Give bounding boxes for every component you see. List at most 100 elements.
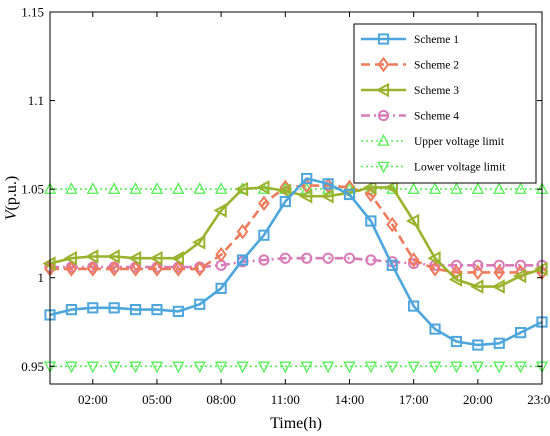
data-point bbox=[150, 361, 164, 374]
data-point bbox=[65, 182, 78, 194]
x-tick-label: 11:00 bbox=[271, 392, 300, 407]
legend-entry: Upper voltage limit bbox=[361, 134, 505, 148]
data-point bbox=[514, 361, 527, 374]
data-point bbox=[386, 259, 398, 271]
data-point bbox=[343, 361, 356, 374]
legend-marker bbox=[375, 82, 390, 98]
data-point bbox=[448, 272, 463, 287]
data-point bbox=[193, 361, 206, 374]
data-point bbox=[172, 305, 184, 317]
data-point bbox=[107, 361, 121, 374]
data-point bbox=[108, 302, 120, 314]
legend-label: Scheme 2 bbox=[414, 60, 459, 72]
data-point bbox=[63, 250, 77, 266]
data-point bbox=[214, 361, 228, 374]
y-tick-label: 1 bbox=[38, 270, 45, 285]
data-point bbox=[236, 223, 249, 240]
data-point bbox=[450, 259, 463, 271]
data-point bbox=[491, 279, 505, 294]
data-point bbox=[215, 282, 227, 294]
plot-frame bbox=[49, 11, 543, 385]
data-point bbox=[450, 335, 463, 348]
data-point bbox=[65, 361, 78, 374]
x-tick-label: 08:00 bbox=[206, 392, 236, 407]
x-tick-label: 17:00 bbox=[399, 392, 429, 407]
data-point bbox=[450, 182, 463, 194]
x-axis: 02:00 05:00 08:00 11:00 14:00 17:00 20:00 23:00 bbox=[78, 12, 550, 407]
data-point bbox=[320, 188, 334, 204]
y-axis: 0.95 1 1.05 1.1 1.15 bbox=[21, 5, 542, 374]
data-point bbox=[193, 182, 206, 194]
data-point bbox=[193, 261, 206, 277]
legend: Scheme 1 Scheme 2 Scheme 3 Scheme 4 Upper vo… bbox=[353, 23, 537, 184]
data-point bbox=[279, 252, 291, 264]
y-tick-label: 1.1 bbox=[28, 93, 44, 108]
data-point bbox=[471, 264, 484, 281]
data-point bbox=[405, 213, 420, 229]
data-point bbox=[172, 261, 185, 277]
data-point bbox=[127, 250, 142, 266]
data-point bbox=[428, 361, 442, 374]
data-point bbox=[236, 361, 249, 374]
y-axis-title-unit: (p.u.) bbox=[3, 176, 20, 211]
data-point bbox=[129, 361, 142, 374]
y-tick-label: 1.15 bbox=[21, 5, 44, 20]
y-tick-label: 0.95 bbox=[21, 359, 44, 374]
series-5 bbox=[43, 361, 549, 374]
x-tick-label: 02:00 bbox=[78, 392, 108, 407]
data-point bbox=[493, 264, 506, 281]
data-point bbox=[301, 252, 313, 264]
legend-box bbox=[353, 23, 537, 184]
data-point bbox=[150, 182, 164, 194]
x-tick-label: 05:00 bbox=[142, 392, 172, 407]
data-point bbox=[129, 304, 142, 316]
y-axis-title: V(p.u.) bbox=[3, 176, 20, 220]
data-point bbox=[363, 180, 377, 195]
legend-entry: Scheme 3 bbox=[361, 82, 459, 98]
data-point bbox=[514, 182, 527, 194]
data-point bbox=[129, 261, 142, 277]
x-tick-label: 20:00 bbox=[463, 392, 493, 407]
legend-label: Lower voltage limit bbox=[414, 162, 506, 174]
data-point bbox=[407, 252, 420, 268]
data-point bbox=[108, 261, 121, 277]
data-point bbox=[215, 246, 227, 263]
data-point bbox=[472, 339, 484, 351]
legend-label: Scheme 1 bbox=[414, 34, 459, 46]
data-point bbox=[65, 304, 77, 316]
data-point bbox=[408, 300, 420, 312]
legend-label: Upper voltage limit bbox=[414, 136, 505, 148]
data-point bbox=[279, 361, 292, 374]
data-point bbox=[236, 254, 249, 266]
series-line bbox=[49, 177, 543, 347]
data-point bbox=[149, 250, 163, 266]
legend-marker bbox=[377, 109, 390, 122]
data-point bbox=[129, 182, 142, 194]
legend-entry: Lower voltage limit bbox=[361, 162, 506, 174]
data-point bbox=[299, 188, 313, 204]
legend-label: Scheme 3 bbox=[414, 85, 459, 97]
data-point bbox=[86, 361, 99, 374]
data-point bbox=[427, 250, 441, 266]
data-point bbox=[321, 361, 335, 374]
legend-entry: Scheme 2 bbox=[361, 56, 459, 73]
data-point bbox=[386, 216, 399, 233]
data-point bbox=[408, 257, 420, 270]
data-point bbox=[429, 323, 441, 335]
data-point bbox=[471, 182, 485, 194]
data-point bbox=[515, 259, 527, 271]
data-point bbox=[343, 252, 356, 264]
data-point bbox=[322, 178, 334, 190]
data-point bbox=[258, 195, 270, 212]
legend-entry: Scheme 1 bbox=[361, 33, 459, 46]
data-point bbox=[300, 361, 313, 374]
data-point bbox=[106, 249, 120, 264]
data-point bbox=[322, 252, 334, 264]
x-tick-label: 23:00 bbox=[527, 392, 550, 407]
data-point bbox=[384, 180, 398, 195]
data-point bbox=[365, 254, 377, 266]
data-point bbox=[87, 302, 99, 314]
legend-marker bbox=[377, 161, 390, 174]
data-point bbox=[213, 203, 227, 218]
